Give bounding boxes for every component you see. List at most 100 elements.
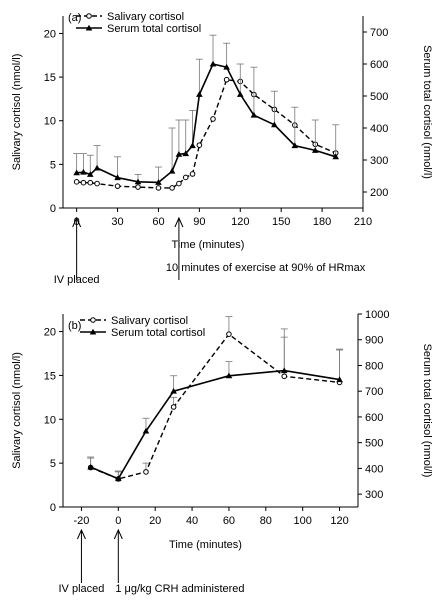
salivary-point (135, 184, 141, 190)
serum-point (189, 142, 196, 149)
annotation-arrowhead (174, 216, 184, 228)
salivary-point (223, 76, 230, 83)
y2-tick-label: 900 (365, 335, 383, 347)
y2-tick-label: 600 (365, 412, 383, 424)
salivary-point (87, 179, 94, 186)
y-tick-label: 5 (50, 159, 56, 171)
annotation-arrowhead (72, 216, 82, 228)
serum-point (332, 153, 340, 160)
serum-point (170, 387, 177, 394)
x-tick-label: 40 (186, 515, 198, 527)
y-tick-label: 10 (44, 116, 56, 128)
x-tick-label: 180 (313, 216, 331, 228)
serum-point (223, 63, 230, 70)
x-axis-label: Time (minutes) (169, 539, 242, 551)
salivary-point (196, 142, 203, 148)
legend-label: Salivary cortisol (107, 11, 184, 23)
salivary-point (73, 179, 80, 185)
y-tick-label: 0 (50, 502, 56, 514)
serum-point (86, 171, 94, 177)
x-tick-label: 60 (223, 515, 235, 527)
y-tick-label: 20 (44, 327, 56, 339)
legend-marker (90, 317, 96, 323)
salivary-series-line (76, 78, 336, 189)
annotation-label: 1 μg/kg CRH administered (115, 583, 244, 595)
serum-point (87, 463, 94, 470)
serum-point (236, 91, 244, 97)
y-tick-label: 15 (44, 370, 56, 382)
y2-tick-label: 500 (365, 438, 383, 450)
y2-tick-label: 200 (370, 187, 388, 199)
salivary-point (176, 180, 182, 187)
salivary-point (170, 404, 177, 410)
annotation-label: IV placed (59, 583, 105, 595)
annotation-label: IV placed (54, 274, 100, 286)
salivary-point (226, 331, 232, 337)
legend-marker (85, 24, 93, 31)
x-axis-label: Time (minutes) (172, 239, 245, 251)
x-tick-label: -20 (73, 515, 89, 527)
serum-point (280, 367, 288, 374)
salivary-point (155, 185, 162, 191)
serum-point (271, 121, 278, 128)
y2-tick-label: 600 (370, 59, 388, 71)
salivary-point (182, 174, 189, 181)
y2-tick-label: 400 (370, 123, 388, 135)
x-tick-label: 120 (330, 515, 348, 527)
y-tick-label: 5 (50, 458, 56, 470)
salivary-point (94, 180, 100, 187)
serum-series-line (90, 369, 340, 480)
serum-point (155, 179, 162, 185)
serum-point (250, 111, 258, 118)
salivary-point (80, 179, 87, 186)
serum-point (311, 147, 319, 153)
serum-point (291, 142, 299, 149)
legend-label: Serum total cortisol (107, 23, 201, 35)
serum-point (196, 91, 203, 97)
legend-marker (89, 328, 97, 335)
y-tick-label: 20 (44, 28, 56, 40)
y-tick-label: 10 (44, 414, 56, 426)
serum-point (168, 167, 176, 174)
y2-tick-label: 700 (370, 27, 388, 39)
serum-point (142, 427, 150, 434)
serum-point (93, 164, 101, 171)
salivary-point (114, 183, 121, 189)
x-tick-label: 30 (111, 216, 123, 228)
salivary-point (143, 469, 149, 475)
y2-tick-label: 300 (370, 155, 388, 167)
y-tick-label: 15 (44, 72, 56, 84)
serum-point (134, 178, 142, 185)
serum-point (336, 376, 343, 383)
serum-series-line (76, 63, 336, 184)
serum-point (114, 174, 121, 181)
y-tick-label: 0 (50, 203, 56, 215)
serum-point (225, 372, 233, 379)
serum-point (182, 150, 190, 157)
y2-tick-label: 300 (365, 489, 383, 501)
y2-axis-label: Serum total cortisol (nmol/l) (421, 45, 433, 179)
y2-tick-label: 1000 (365, 309, 389, 321)
legend-marker (86, 13, 92, 19)
serum-point (115, 475, 122, 482)
salivary-point (210, 116, 216, 122)
serum-point (209, 60, 217, 67)
y2-tick-label: 700 (365, 386, 383, 398)
salivary-point (189, 171, 196, 177)
legend-label: Salivary cortisol (111, 315, 188, 327)
salivary-series-line (90, 333, 340, 480)
x-tick-label: 120 (231, 216, 249, 228)
serum-point (73, 169, 80, 176)
x-tick-label: 80 (260, 515, 272, 527)
panel-label: (a) (68, 12, 81, 24)
x-tick-label: 150 (272, 216, 290, 228)
y2-tick-label: 800 (365, 360, 383, 372)
y2-tick-label: 400 (365, 463, 383, 475)
serum-point (175, 150, 183, 157)
annotation-arrowhead (76, 528, 86, 540)
x-tick-label: 20 (149, 515, 161, 527)
panel-label: (b) (68, 320, 81, 332)
